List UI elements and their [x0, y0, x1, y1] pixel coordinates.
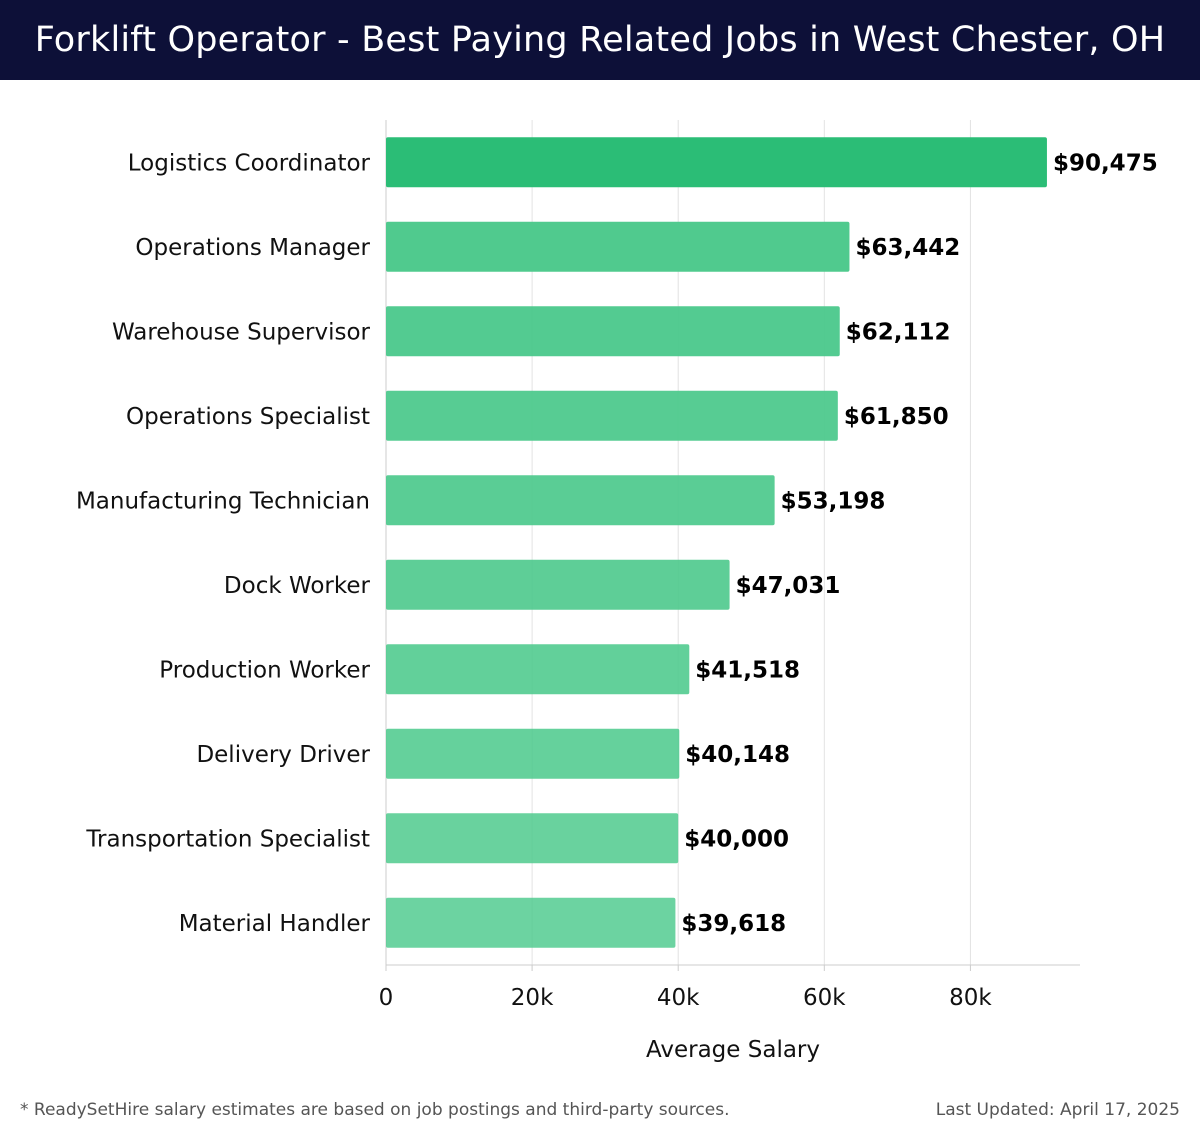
x-tick-label: 40k: [657, 985, 700, 1011]
category-label: Material Handler: [179, 911, 371, 937]
bar: [386, 475, 775, 526]
category-label: Delivery Driver: [196, 742, 370, 768]
category-label: Dock Worker: [224, 573, 371, 599]
bar: [386, 897, 676, 948]
category-label: Production Worker: [159, 657, 370, 683]
bar: [386, 813, 679, 864]
x-tick-label: 60k: [803, 985, 846, 1011]
category-label: Manufacturing Technician: [76, 488, 370, 514]
category-label: Logistics Coordinator: [128, 150, 371, 176]
bar: [386, 137, 1047, 188]
bar: [386, 644, 690, 695]
salary-bar-chart: 0 20k 40k 60k 80k Logistics Coordinator $90,47…: [76, 120, 1158, 1063]
data-label: $40,148: [685, 742, 790, 768]
data-label: $53,198: [781, 488, 886, 514]
data-label: $63,442: [855, 235, 960, 261]
data-label: $90,475: [1053, 150, 1158, 176]
x-tick-label: 20k: [511, 985, 554, 1011]
data-label: $47,031: [736, 573, 841, 599]
footer-note: * ReadySetHire salary estimates are base…: [20, 1100, 730, 1120]
data-label: $61,850: [844, 404, 949, 430]
data-label: $40,000: [684, 826, 789, 852]
bar: [386, 221, 850, 272]
last-updated: Last Updated: April 17, 2025: [935, 1100, 1180, 1120]
category-label: Warehouse Supervisor: [112, 319, 371, 345]
bar: [386, 728, 680, 779]
x-axis-label: Average Salary: [646, 1037, 820, 1063]
bar: [386, 390, 838, 441]
chart-title: Forklift Operator - Best Paying Related …: [34, 20, 1166, 60]
bar: [386, 559, 730, 610]
x-tick-label: 0: [379, 985, 394, 1011]
bar: [386, 306, 840, 357]
data-label: $41,518: [695, 657, 800, 683]
data-label: $39,618: [681, 911, 786, 937]
category-label: Operations Manager: [135, 235, 370, 261]
x-tick-label: 80k: [949, 985, 992, 1011]
data-label: $62,112: [846, 319, 951, 345]
category-label: Transportation Specialist: [85, 826, 370, 852]
category-label: Operations Specialist: [126, 404, 370, 430]
chart-header: Forklift Operator - Best Paying Related …: [0, 0, 1200, 80]
